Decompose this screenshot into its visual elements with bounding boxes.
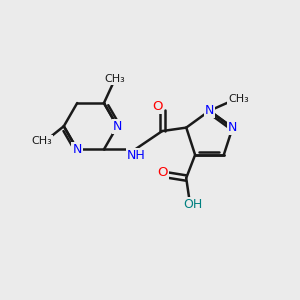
Text: N: N bbox=[228, 121, 237, 134]
Text: N: N bbox=[205, 104, 214, 117]
Text: N: N bbox=[112, 120, 122, 133]
Text: CH₃: CH₃ bbox=[104, 74, 125, 84]
Text: NH: NH bbox=[127, 149, 146, 162]
Text: CH₃: CH₃ bbox=[228, 94, 249, 104]
Text: OH: OH bbox=[183, 198, 203, 211]
Text: CH₃: CH₃ bbox=[31, 136, 52, 146]
Text: O: O bbox=[157, 166, 168, 179]
Text: O: O bbox=[152, 100, 163, 112]
Text: N: N bbox=[73, 143, 82, 156]
